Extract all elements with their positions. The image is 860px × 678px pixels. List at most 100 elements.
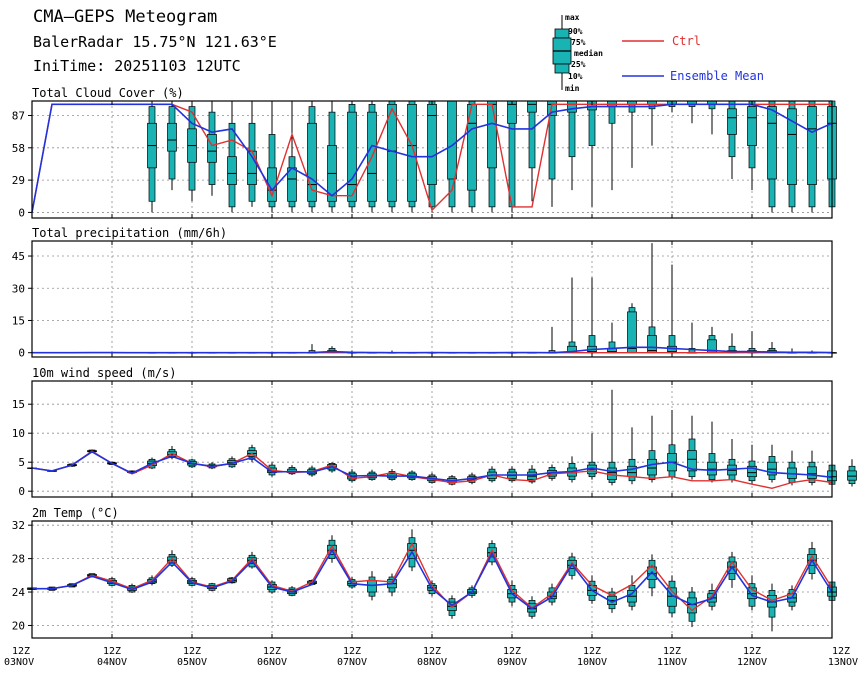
box-inner [527,100,537,113]
y-tick-label: 20 [12,619,25,632]
legend-label-75: 75% [571,38,586,47]
box-inner [227,156,237,185]
y-tick-label: 24 [12,586,26,599]
ensemble-box [727,551,737,588]
ensemble-box [587,100,597,207]
box-inner [407,103,417,202]
ensemble-box [707,421,717,483]
ensemble-box [787,100,797,213]
ensemble-box [387,469,397,481]
wind-speed-mean-line [31,450,833,482]
ensemble-box [747,331,757,354]
box-inner [747,106,757,146]
temperature-mean-line [32,548,833,610]
y-tick-label: 30 [12,282,25,295]
ensemble-box [727,100,737,179]
x-tick-hour: 12Z [263,646,281,657]
box-inner [347,111,357,202]
box-inner [547,591,557,600]
legend-outer-box-lower [554,63,570,74]
x-tick-date: 07NOV [337,657,367,668]
ensemble-box [667,410,677,480]
y-tick-label: 45 [12,250,25,263]
y-tick-label: 5 [18,456,25,469]
ensemble-box [647,243,657,354]
box-inner [787,108,797,185]
ensemble-box [607,100,617,191]
cloud-cover-mean-line [31,103,833,213]
box-inner [807,466,817,479]
temperature-panel: 2m Temp (°C) 20 24 28 32 [12,506,837,639]
ensemble-box [227,101,237,213]
ensemble-box [707,100,717,135]
ensemble-box [307,101,317,213]
box-inner [707,461,717,476]
box-inner [847,470,857,481]
y-tick-label: 28 [12,553,25,566]
ensemble-box [747,575,757,611]
x-tick-hour: 12Z [832,646,850,657]
x-tick-hour: 12Z [423,646,441,657]
init-time: IniTime: 20251103 12UTC [33,57,241,75]
x-tick-date: 06NOV [257,657,287,668]
box-inner [487,100,497,169]
y-tick-label: 0 [18,485,25,498]
x-tick-hour: 12Z [183,646,201,657]
ensemble-box [807,100,817,213]
x-tick-date: 13NOV [828,657,858,668]
ensemble-box [847,459,857,487]
y-tick-label: 0 [18,347,25,360]
x-tick-date: 11NOV [657,657,687,668]
legend-label-90: 90% [568,27,583,36]
ensemble-box [767,583,777,632]
legend-label-10: 10% [568,72,583,81]
wind-speed-ctrl-line [31,450,833,490]
ensemble-box [147,101,157,213]
x-tick-hour: 12Z [663,646,681,657]
ensemble-box [727,439,737,483]
legend-box-key: max 90% 75% median 25% 10% min [552,13,603,93]
ensemble-box [647,554,657,597]
y-tick-label: 0 [18,206,25,219]
x-tick-hour: 12Z [743,646,761,657]
legend: max 90% 75% median 25% 10% min Ctrl Ense… [552,13,764,93]
ensemble-box [767,100,777,213]
box-inner [207,134,217,163]
ensemble-box [767,341,777,354]
ensemble-box [627,100,637,168]
box-inner [647,458,657,476]
ensemble-box [187,101,197,202]
legend-mean-label: Ensemble Mean [670,69,764,83]
ensemble-box [807,450,817,486]
legend-outer-box [554,28,570,39]
cloud-cover-title: Total Cloud Cover (%) [32,86,184,100]
ensemble-box [627,303,637,354]
station-location: BalerRadar 15.75°N 121.63°E [33,33,277,51]
box-inner [547,100,557,116]
x-tick-date: 09NOV [497,657,527,668]
wind-speed-panel: 10m wind speed (m/s) 0 5 10 15 [12,366,857,498]
ensemble-box [607,389,617,486]
box-inner [767,461,777,476]
precipitation-mean-line [32,346,833,354]
legend-ctrl-label: Ctrl [672,34,701,48]
ensemble-box [627,427,637,485]
legend-label-max: max [565,13,580,22]
box-inner [807,106,817,185]
ensemble-box [787,450,797,486]
ensemble-box [667,264,677,354]
box-inner [567,100,577,113]
ensemble-box [167,101,177,191]
y-tick-label: 87 [12,109,25,122]
box-inner [747,465,757,478]
ensemble-box [447,100,457,213]
x-tick-date: 08NOV [417,657,447,668]
temperature-ctrl-line [32,542,833,612]
box-inner [387,103,397,202]
ensemble-box [647,100,657,146]
y-tick-label: 32 [12,519,25,532]
ensemble-box [527,100,537,202]
x-tick-hour: 12Z [12,646,30,657]
y-tick-label: 15 [12,398,25,411]
box-inner [727,108,737,135]
